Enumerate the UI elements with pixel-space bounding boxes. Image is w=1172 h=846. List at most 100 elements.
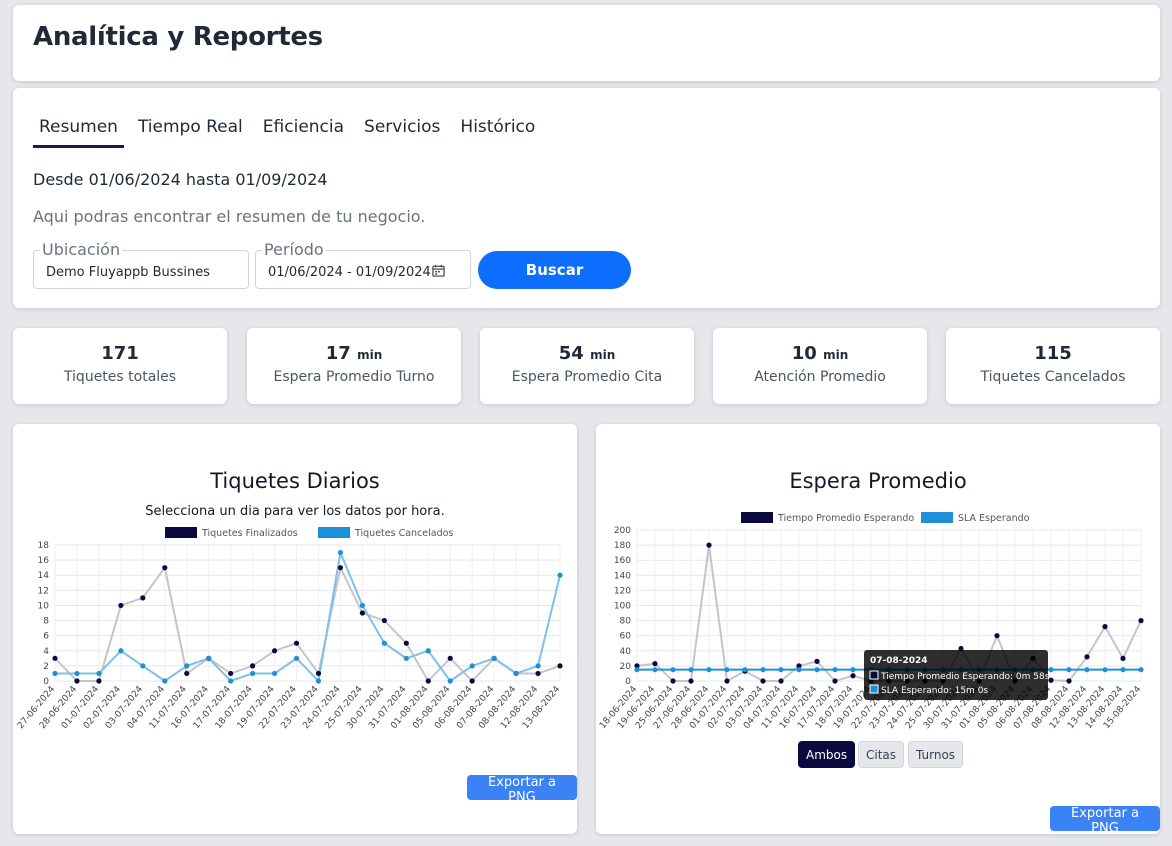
data-point[interactable]	[1102, 624, 1108, 630]
data-point[interactable]	[96, 678, 102, 684]
data-point[interactable]	[850, 667, 856, 673]
data-point[interactable]	[994, 633, 1000, 639]
period-date-picker[interactable]: Período 01/06/2024 - 01/09/2024	[255, 240, 471, 289]
data-point[interactable]	[228, 670, 234, 677]
data-point[interactable]	[469, 663, 475, 669]
data-point[interactable]	[293, 640, 300, 646]
daily-tickets-chart[interactable]: 02468101214161827-06-202428-06-202401-07…	[13, 424, 577, 754]
data-point[interactable]	[535, 663, 541, 669]
tab-tiempo-real[interactable]: Tiempo Real	[137, 117, 243, 137]
data-point[interactable]	[250, 670, 256, 677]
data-point[interactable]	[250, 663, 256, 669]
data-point[interactable]	[742, 667, 748, 673]
data-point[interactable]	[814, 667, 820, 673]
data-point[interactable]	[535, 670, 541, 677]
data-point[interactable]	[293, 655, 300, 661]
data-point[interactable]	[381, 617, 387, 624]
data-point[interactable]	[52, 655, 58, 661]
data-point[interactable]	[670, 667, 676, 673]
data-point[interactable]	[162, 565, 168, 571]
data-point[interactable]	[118, 648, 124, 654]
data-point[interactable]	[425, 678, 431, 684]
data-point[interactable]	[513, 670, 519, 677]
data-point[interactable]	[447, 655, 453, 661]
data-point[interactable]	[271, 648, 278, 654]
data-point[interactable]	[760, 678, 766, 684]
tab-eficiencia[interactable]: Eficiencia	[262, 117, 345, 137]
data-point[interactable]	[796, 667, 802, 673]
data-point[interactable]	[670, 678, 676, 684]
export-png-button[interactable]: Exportar a PNG	[467, 775, 577, 805]
legend-label[interactable]: Tiempo Promedio Esperando	[777, 513, 914, 524]
calendar-icon[interactable]	[432, 264, 445, 277]
filter-turns-button[interactable]: Turnos	[908, 741, 964, 768]
data-point[interactable]	[1084, 654, 1090, 660]
data-point[interactable]	[1048, 677, 1054, 683]
legend-label[interactable]: SLA Esperando	[958, 513, 1030, 524]
filter-appointments-button[interactable]: Citas	[858, 741, 905, 768]
data-point[interactable]	[96, 670, 102, 677]
data-point[interactable]	[634, 663, 640, 669]
search-button[interactable]: Buscar	[478, 251, 631, 289]
data-point[interactable]	[74, 670, 80, 677]
data-point[interactable]	[850, 673, 856, 679]
data-point[interactable]	[1138, 667, 1144, 673]
data-point[interactable]	[403, 640, 409, 646]
filter-both-button[interactable]: Ambos	[798, 741, 856, 768]
data-point[interactable]	[140, 595, 146, 601]
legend-label[interactable]: Tiquetes Cancelados	[354, 528, 453, 539]
data-point[interactable]	[425, 648, 431, 654]
data-point[interactable]	[814, 658, 820, 664]
data-point[interactable]	[315, 670, 322, 677]
data-point[interactable]	[52, 670, 58, 677]
data-point[interactable]	[337, 565, 344, 571]
avg-wait-chart[interactable]: 02040608010012014016018020018-06-202419-…	[596, 424, 1160, 739]
data-point[interactable]	[1048, 667, 1054, 673]
data-point[interactable]	[315, 678, 322, 684]
tab-resumen[interactable]: Resumen	[33, 116, 124, 148]
data-point[interactable]	[557, 663, 563, 669]
data-point[interactable]	[359, 602, 365, 609]
data-point[interactable]	[1066, 678, 1072, 684]
data-point[interactable]	[337, 549, 344, 556]
data-point[interactable]	[491, 655, 497, 661]
data-point[interactable]	[724, 667, 730, 673]
data-point[interactable]	[184, 663, 190, 669]
data-point[interactable]	[778, 678, 784, 684]
data-point[interactable]	[206, 655, 212, 661]
data-point[interactable]	[688, 678, 694, 684]
data-point[interactable]	[403, 655, 409, 661]
export-png-button[interactable]: Exportar a PNG	[1050, 806, 1160, 836]
data-point[interactable]	[652, 667, 658, 673]
data-point[interactable]	[688, 667, 694, 673]
data-point[interactable]	[760, 667, 766, 673]
data-point[interactable]	[832, 678, 838, 684]
data-point[interactable]	[1066, 667, 1072, 673]
data-point[interactable]	[1102, 667, 1108, 673]
data-point[interactable]	[1120, 667, 1126, 673]
data-point[interactable]	[634, 667, 640, 673]
data-point[interactable]	[706, 667, 712, 673]
data-point[interactable]	[381, 640, 387, 646]
data-point[interactable]	[162, 678, 168, 684]
data-point[interactable]	[359, 610, 365, 616]
data-point[interactable]	[652, 661, 658, 667]
location-select[interactable]: Ubicación Demo Fluyappb Bussines	[33, 240, 249, 289]
data-point[interactable]	[118, 602, 124, 609]
data-point[interactable]	[1138, 618, 1144, 624]
data-point[interactable]	[469, 678, 475, 684]
data-point[interactable]	[1084, 667, 1090, 673]
data-point[interactable]	[557, 572, 563, 578]
data-point[interactable]	[140, 663, 146, 669]
data-point[interactable]	[74, 678, 80, 684]
data-point[interactable]	[184, 670, 190, 677]
data-point[interactable]	[724, 678, 730, 684]
tab-servicios[interactable]: Servicios	[364, 117, 441, 137]
data-point[interactable]	[796, 663, 802, 669]
data-point[interactable]	[832, 667, 838, 673]
data-point[interactable]	[228, 678, 234, 684]
tab-historico[interactable]: Histórico	[460, 117, 536, 137]
data-point[interactable]	[271, 670, 278, 677]
data-point[interactable]	[1120, 655, 1126, 661]
legend-label[interactable]: Tiquetes Finalizados	[201, 528, 298, 539]
